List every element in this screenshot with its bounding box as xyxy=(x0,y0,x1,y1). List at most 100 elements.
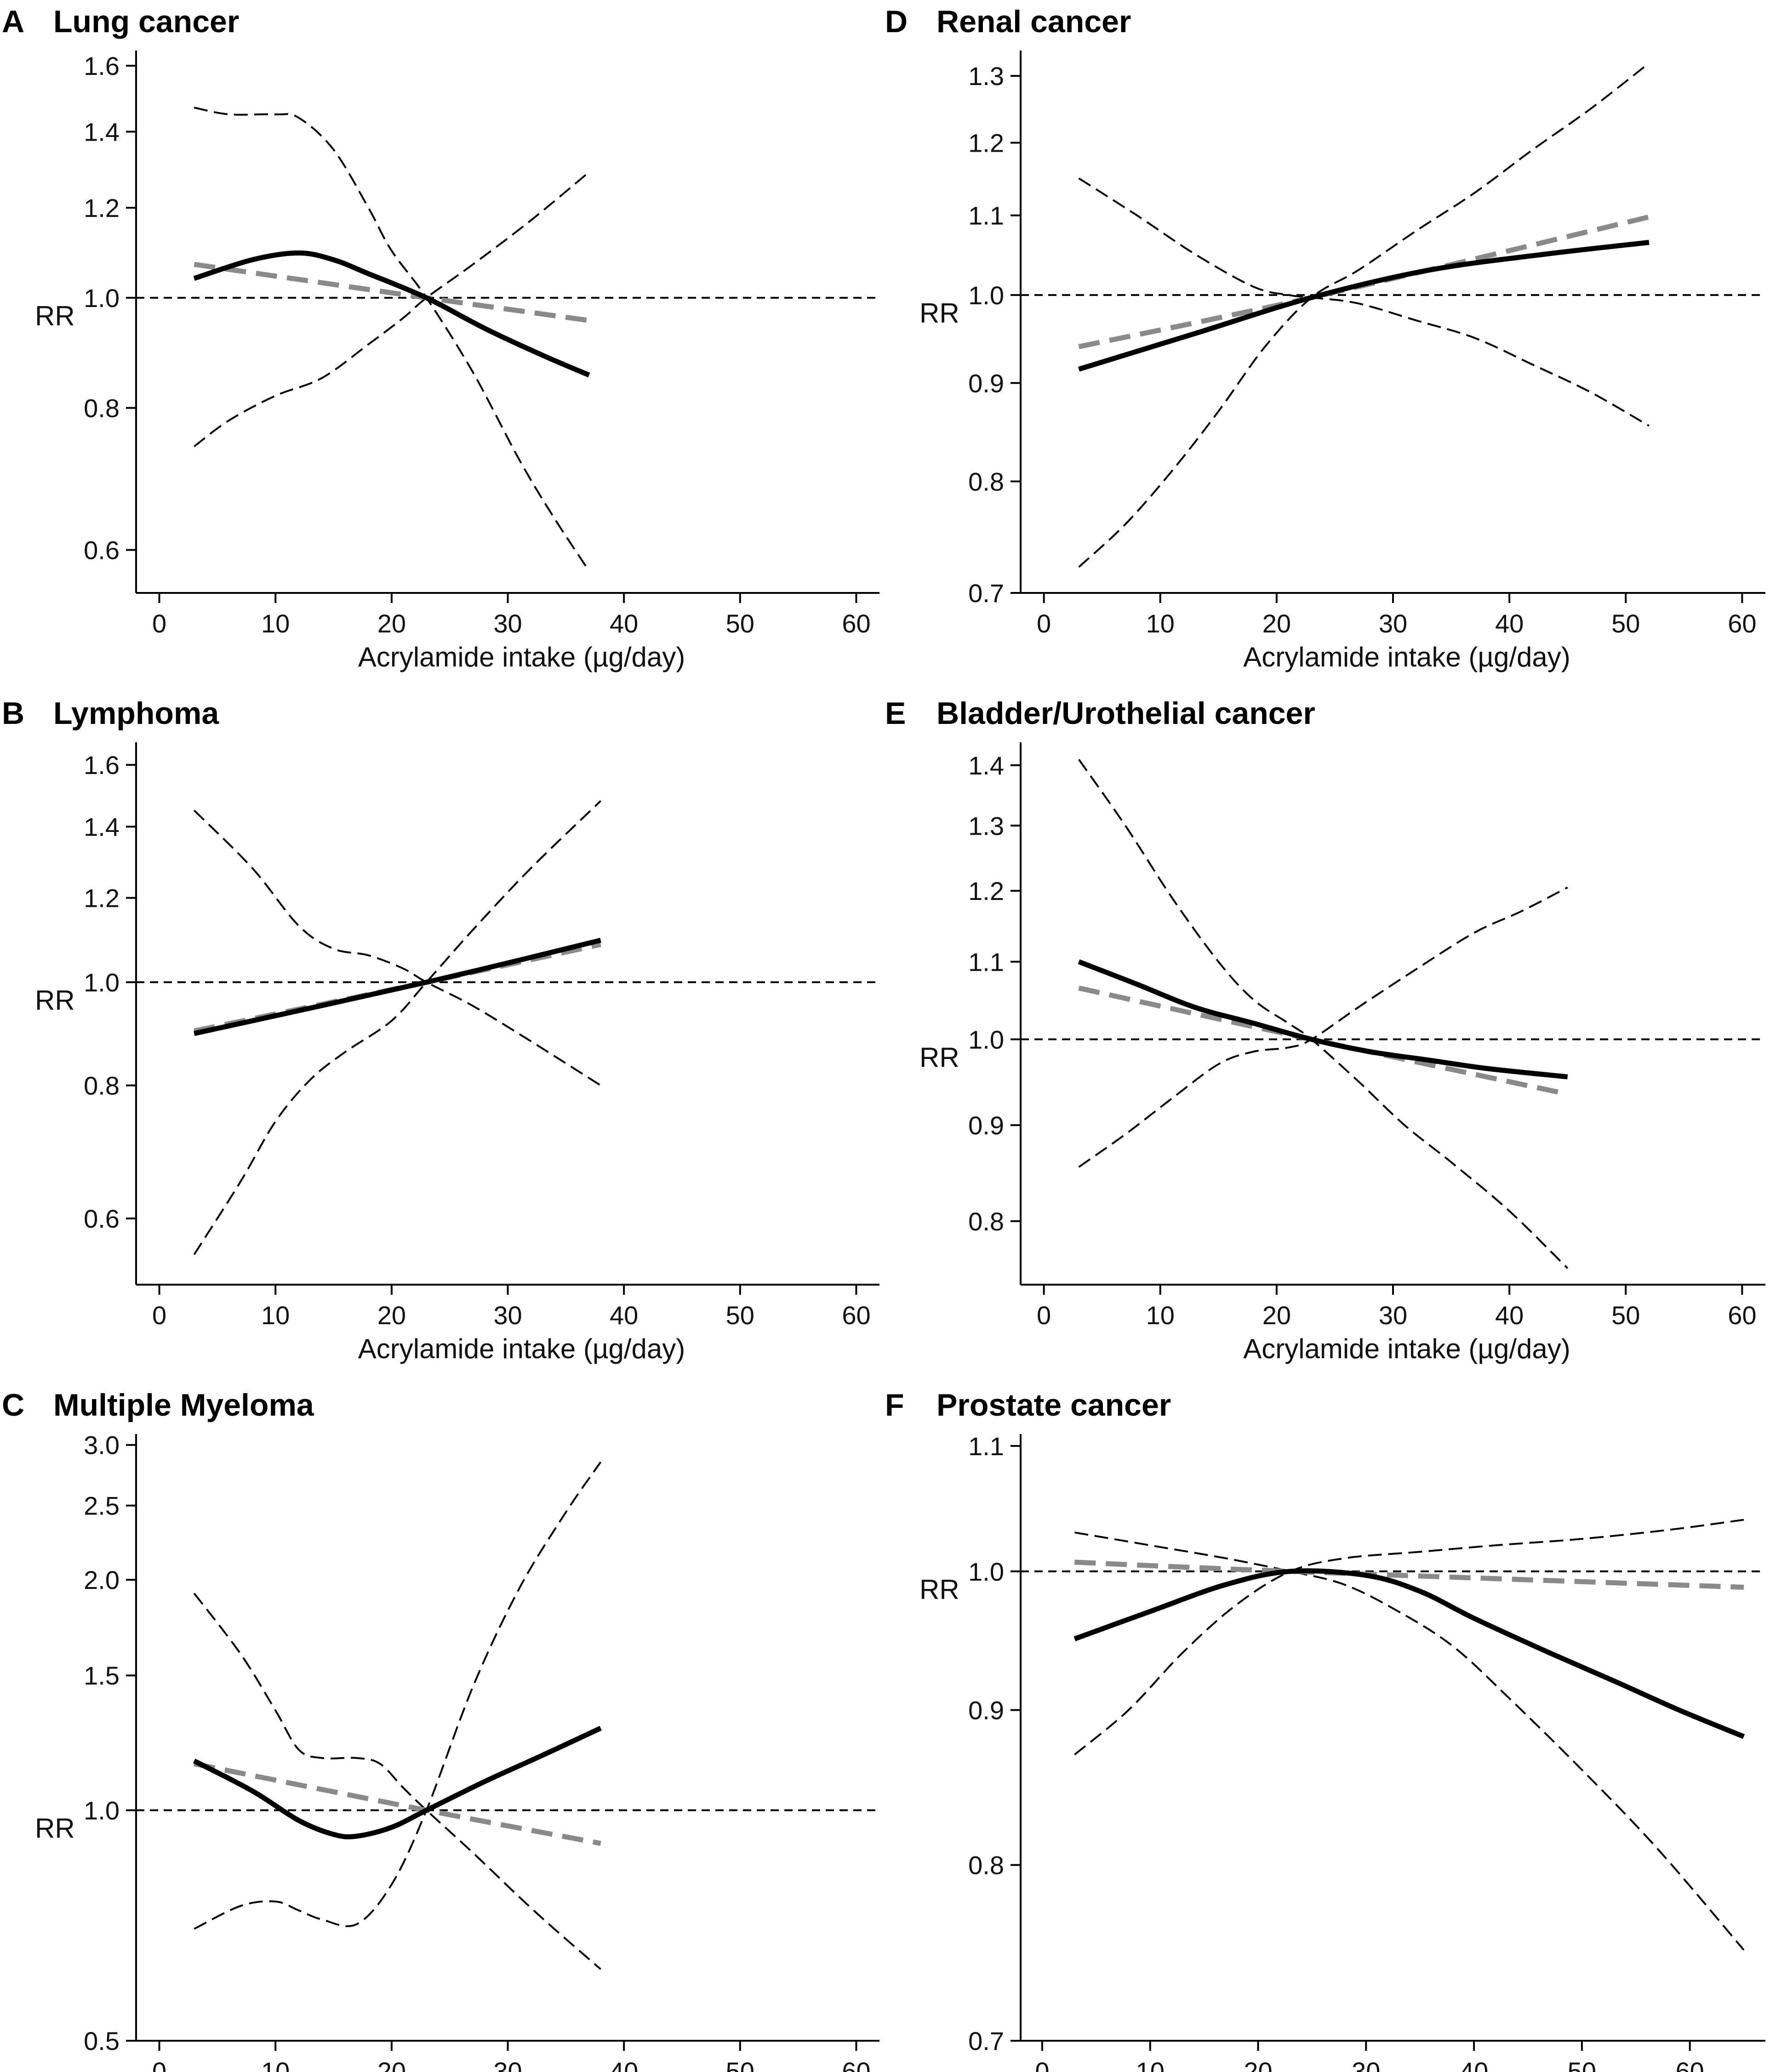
x-tick-label: 20 xyxy=(377,609,406,638)
x-tick-label: 20 xyxy=(1244,2057,1272,2072)
x-tick-label: 20 xyxy=(377,1301,406,1330)
series-ci-lower xyxy=(1074,1519,1744,1756)
x-tick-label: 60 xyxy=(842,1301,870,1330)
y-tick-label: 1.2 xyxy=(84,884,120,913)
series-linear xyxy=(1074,1560,1744,1590)
x-tick-label: 40 xyxy=(1460,2057,1488,2072)
y-tick-label: 1.2 xyxy=(968,129,1004,158)
y-tick-label: 1.0 xyxy=(84,968,120,997)
y-tick-label: 1.0 xyxy=(968,281,1004,310)
x-tick-label: 10 xyxy=(261,609,290,638)
x-tick-label: 0 xyxy=(1035,2057,1049,2072)
y-tick-label: 1.6 xyxy=(84,51,120,80)
y-tick-label: 1.3 xyxy=(968,62,1004,91)
x-axis-title: Acrylamide intake (µg/day) xyxy=(358,642,685,672)
x-tick-label: 20 xyxy=(1262,1301,1291,1330)
panel-f: F Prostate cancer 0.7 0.8 0.9 1.0 1.1 0 10 20 30 40… xyxy=(885,1388,1765,2072)
series-estimate xyxy=(194,938,601,1036)
panel-title: Lung cancer xyxy=(53,4,239,39)
panel-title: Renal cancer xyxy=(936,4,1131,39)
x-tick-label: 20 xyxy=(377,2057,406,2072)
panel-title: Bladder/Urothelial cancer xyxy=(936,696,1315,731)
y-tick-label: 1.0 xyxy=(84,1796,120,1825)
y-tick-label: 0.7 xyxy=(968,2026,1004,2055)
panel-c: C Multiple Myeloma 0.5 1.0 1.5 2.0 2.5 3.0 0 10 20… xyxy=(2,1388,879,2072)
y-tick-label: 0.8 xyxy=(968,1207,1004,1236)
x-axis-title: Acrylamide intake (µg/day) xyxy=(358,1333,685,1364)
y-tick-label: 1.0 xyxy=(968,1557,1004,1586)
panel-a: A Lung cancer 0.6 0.8 1.0 1.2 1.4 1.6 0 10 20 30 40 5… xyxy=(2,4,879,672)
y-tick-label: 1.4 xyxy=(84,812,120,841)
x-tick-label: 0 xyxy=(152,609,166,638)
x-tick-label: 10 xyxy=(261,1301,290,1330)
panel-letter: F xyxy=(885,1388,904,1423)
y-tick-label: 0.8 xyxy=(968,1851,1004,1880)
y-axis-title: RR xyxy=(35,985,75,1016)
x-tick-label: 30 xyxy=(1379,609,1407,638)
y-tick-label: 0.5 xyxy=(84,2026,120,2055)
series-linear xyxy=(194,1761,601,1846)
x-tick-label: 40 xyxy=(610,2057,638,2072)
series-ci-lower xyxy=(1078,887,1568,1168)
y-tick-label: 0.8 xyxy=(84,394,120,423)
x-tick-label: 50 xyxy=(726,609,754,638)
panel-letter: A xyxy=(2,4,24,39)
x-tick-label: 30 xyxy=(1379,1301,1407,1330)
panel-letter: B xyxy=(2,696,24,731)
x-tick-label: 60 xyxy=(842,609,870,638)
series-ci-upper xyxy=(1078,177,1650,427)
x-tick-label: 40 xyxy=(1495,1301,1524,1330)
x-tick-label: 50 xyxy=(726,2057,754,2072)
panel-d: D Renal cancer 0.7 0.8 0.9 1.0 1.1 1.2 1.3 0 10 20 3… xyxy=(885,4,1765,672)
series-ci-lower xyxy=(194,1461,602,1930)
y-tick-label: 0.8 xyxy=(84,1071,120,1100)
x-tick-label: 0 xyxy=(1037,609,1051,638)
series-ci-upper xyxy=(1074,1531,1745,1951)
y-tick-label: 0.9 xyxy=(968,1696,1004,1725)
series-estimate xyxy=(193,250,590,378)
y-tick-label: 2.0 xyxy=(84,1565,120,1594)
y-tick-label: 3.0 xyxy=(84,1431,120,1460)
y-tick-label: 1.0 xyxy=(84,284,120,313)
x-tick-label: 40 xyxy=(610,609,638,638)
x-tick-label: 20 xyxy=(1262,609,1291,638)
x-tick-label: 30 xyxy=(493,2057,522,2072)
y-tick-label: 1.6 xyxy=(84,751,120,780)
x-tick-label: 60 xyxy=(1728,1301,1756,1330)
series-estimate xyxy=(1073,1568,1745,1739)
panel-title: Prostate cancer xyxy=(936,1388,1171,1423)
y-axis-title: RR xyxy=(919,1574,959,1605)
y-tick-label: 1.2 xyxy=(968,877,1004,905)
y-tick-label: 0.6 xyxy=(84,536,120,565)
series-ci-upper xyxy=(194,107,590,572)
y-axis-title: RR xyxy=(919,1042,959,1073)
x-tick-label: 50 xyxy=(1611,609,1640,638)
x-tick-label: 60 xyxy=(842,2057,870,2072)
series-estimate xyxy=(1078,239,1650,372)
x-axis-title: Acrylamide intake (µg/day) xyxy=(1243,642,1570,672)
panel-b: B Lymphoma 0.6 0.8 1.0 1.2 1.4 1.6 0 10 20 30 40 50 60… xyxy=(2,696,879,1364)
y-tick-label: 0.6 xyxy=(84,1204,120,1233)
x-tick-label: 50 xyxy=(726,1301,754,1330)
y-tick-label: 1.4 xyxy=(84,117,120,146)
panel-letter: D xyxy=(885,4,908,39)
x-tick-label: 60 xyxy=(1676,2057,1704,2072)
y-tick-label: 1.0 xyxy=(968,1025,1004,1054)
x-tick-label: 0 xyxy=(152,2057,166,2072)
y-tick-label: 1.2 xyxy=(84,194,120,222)
y-tick-label: 0.8 xyxy=(968,467,1004,496)
panel-e: E Bladder/Urothelial cancer 0.8 0.9 1.0 1.1 1.… xyxy=(885,696,1765,1364)
panel-title: Multiple Myeloma xyxy=(53,1388,314,1423)
x-tick-label: 30 xyxy=(493,609,522,638)
series-linear xyxy=(194,262,590,323)
series-ci-upper xyxy=(193,809,601,1087)
series-ci-upper xyxy=(193,1593,601,1970)
series-estimate xyxy=(1078,959,1568,1080)
x-tick-label: 30 xyxy=(493,1301,522,1330)
y-tick-label: 0.9 xyxy=(968,369,1004,398)
series-ci-upper xyxy=(1078,759,1569,1269)
y-axis-title: RR xyxy=(35,301,75,331)
series-ci-lower xyxy=(1078,62,1650,568)
panel-letter: C xyxy=(2,1388,24,1423)
